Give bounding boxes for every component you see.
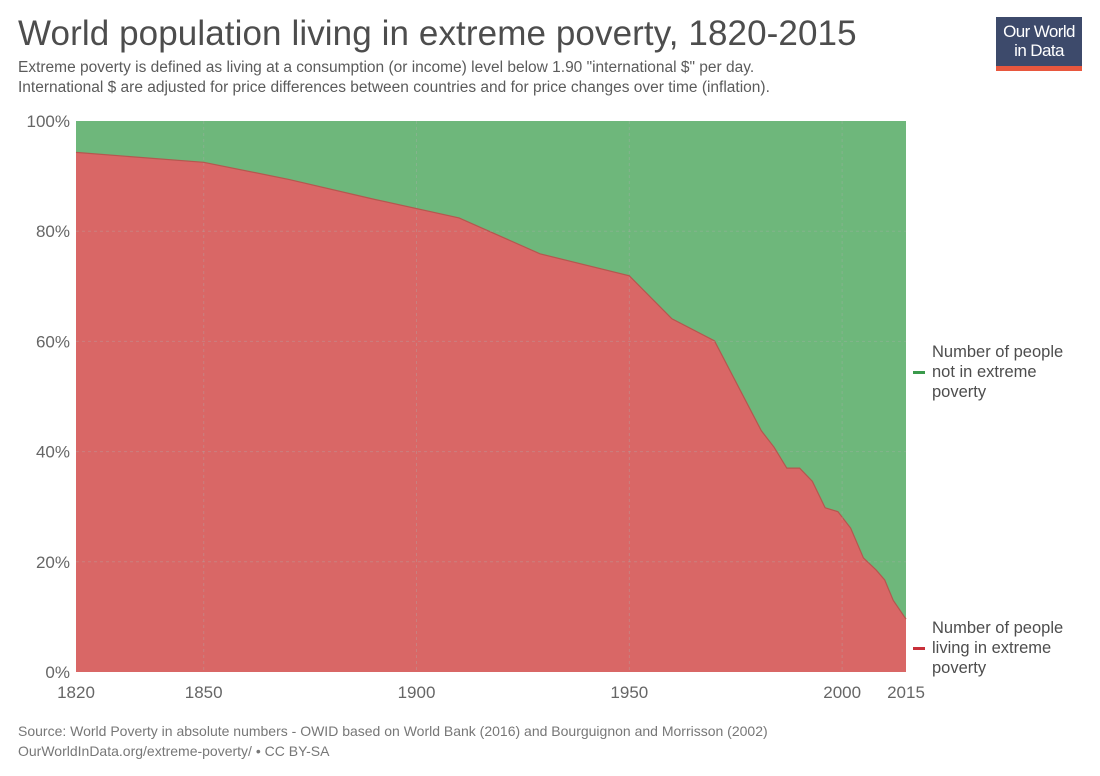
x-tick-label: 2000: [823, 683, 861, 702]
y-tick-label: 40%: [36, 443, 70, 462]
area-not-in-poverty: [76, 121, 906, 620]
legend-label: poverty: [932, 659, 987, 677]
chart-title: World population living in extreme pover…: [18, 14, 857, 53]
legend-label: Number of people: [932, 619, 1063, 637]
y-axis-ticks: 0% 20% 40% 60% 80% 100%: [27, 112, 70, 682]
x-tick-label: 1850: [185, 683, 223, 702]
chart-subtitle: Extreme poverty is defined as living at …: [18, 58, 770, 98]
plot-areas: [75, 121, 907, 673]
x-tick-label: 1900: [398, 683, 436, 702]
owid-logo[interactable]: Our World in Data: [996, 17, 1082, 71]
url-license[interactable]: OurWorldInData.org/extreme-poverty/ • CC…: [18, 743, 330, 759]
area-in-poverty: [76, 152, 906, 673]
source-note: Source: World Poverty in absolute number…: [18, 723, 768, 739]
logo-accent-bar: [996, 66, 1082, 71]
boundary-line: [75, 151, 907, 620]
legend-swatch: [913, 371, 925, 374]
legend-swatch: [913, 647, 925, 650]
x-tick-label: 1820: [57, 683, 95, 702]
legend-item-not-in-poverty[interactable]: Number of people not in extreme poverty: [913, 343, 1063, 401]
gridlines: [76, 121, 906, 672]
x-tick-label: 2015: [887, 683, 925, 702]
x-axis-ticks: 1820 1850 1900 1950 2000 2015: [57, 683, 925, 702]
y-tick-label: 20%: [36, 553, 70, 572]
logo-line-2: in Data: [1014, 41, 1064, 60]
subtitle-line-2: International $ are adjusted for price d…: [18, 79, 770, 96]
y-tick-label: 60%: [36, 332, 70, 351]
legend-label: living in extreme: [932, 639, 1051, 657]
y-tick-label: 100%: [27, 112, 70, 131]
logo-line-1: Our World: [1003, 22, 1075, 41]
legend-label: not in extreme: [932, 363, 1037, 381]
legend-label: poverty: [932, 383, 987, 401]
y-tick-label: 80%: [36, 222, 70, 241]
legend-item-in-poverty[interactable]: Number of people living in extreme poverty: [913, 619, 1063, 677]
subtitle-line-1: Extreme poverty is defined as living at …: [18, 59, 755, 76]
chart-footer: Source: World Poverty in absolute number…: [18, 721, 768, 761]
legend-label: Number of people: [932, 343, 1063, 361]
y-tick-label: 0%: [45, 663, 70, 682]
x-tick-label: 1950: [610, 683, 648, 702]
